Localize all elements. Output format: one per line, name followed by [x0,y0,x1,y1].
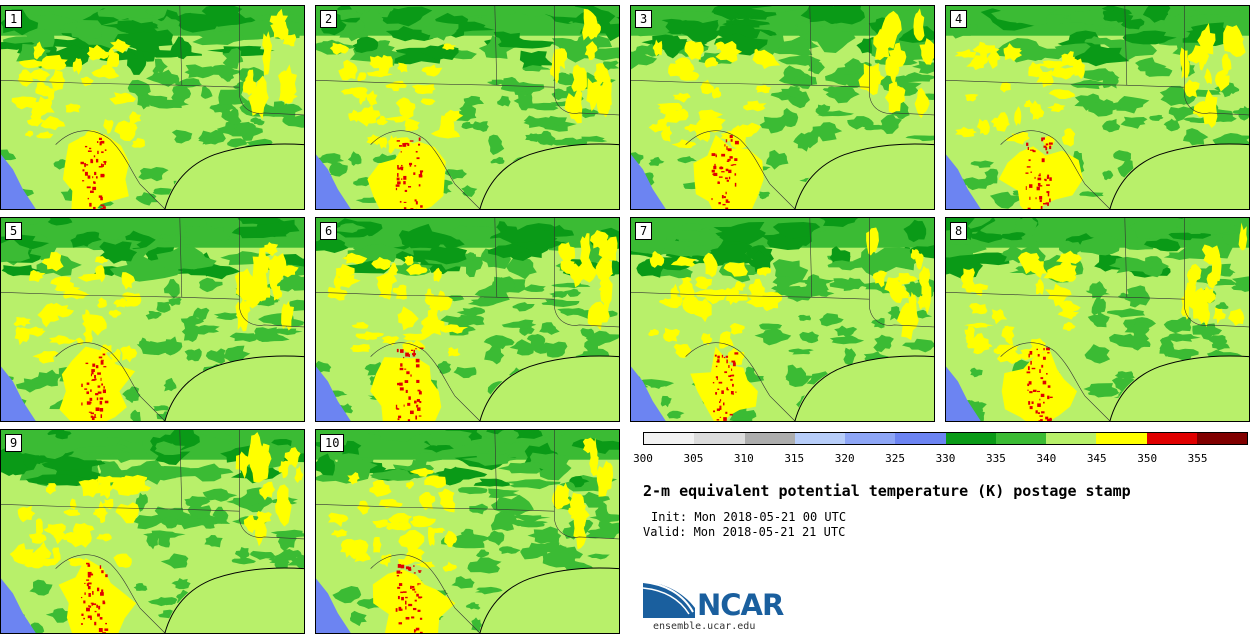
ensemble-member-panel-10: 10 [315,429,620,634]
valid-time: Valid: Mon 2018-05-21 21 UTC [643,525,846,539]
init-time: Init: Mon 2018-05-21 00 UTC [651,510,847,524]
colorbar-segment [1146,433,1197,444]
logo-text: NCAR [697,588,784,622]
ensemble-member-panel-8: 8 [945,217,1250,422]
colorbar-segment [1096,433,1147,444]
colorbar-tick-label: 300 [633,452,653,465]
panel-number-label: 10 [320,434,345,452]
colorbar-segment [794,433,845,444]
colorbar-tick-label: 310 [733,452,754,465]
ensemble-member-panel-5: 5 [0,217,305,422]
colorbar-segment [644,433,695,444]
panel-number-label: 7 [635,222,653,240]
colorbar-segment [845,433,896,444]
panel-number-label: 4 [950,10,968,28]
colorbar-segment [895,433,946,444]
ensemble-member-panel-2: 2 [315,5,620,210]
panel-number-label: 6 [320,222,338,240]
colorbar-segment [694,433,745,444]
panel-number-label: 9 [5,434,23,452]
panel-number-label: 2 [320,10,338,28]
ensemble-member-panel-3: 3 [630,5,935,210]
figure-title: 2-m equivalent potential temperature (K)… [643,482,1131,500]
panel-number-label: 1 [5,10,23,28]
colorbar-tick-label: 330 [935,452,956,465]
colorbar-tick-label: 340 [1036,452,1057,465]
colorbar-tick-label: 345 [1086,452,1107,465]
colorbar-segment [995,433,1046,444]
colorbar-tick-label: 355 [1187,452,1208,465]
ensemble-member-panel-1: 1 [0,5,305,210]
colorbar-tick-label: 320 [834,452,855,465]
colorbar-tick-label: 315 [784,452,805,465]
ensemble-member-panel-9: 9 [0,429,305,634]
ensemble-member-panel-4: 4 [945,5,1250,210]
colorbar-tick-label: 350 [1137,452,1158,465]
colorbar-tick-label: 325 [885,452,906,465]
colorbar-segment [1046,433,1097,444]
colorbar-segment [744,433,795,444]
colorbar-segment [1196,433,1247,444]
panel-number-label: 3 [635,10,653,28]
ensemble-member-panel-7: 7 [630,217,935,422]
panel-number-label: 8 [950,222,968,240]
ensemble-member-panel-6: 6 [315,217,620,422]
colorbar-segment [945,433,996,444]
colorbar-ticks: 300 305 310 315 320 325 330 335 340 345 350 355 [633,452,1248,466]
panel-number-label: 5 [5,222,23,240]
colorbar [643,432,1248,445]
colorbar-tick-label: 335 [985,452,1006,465]
colorbar-tick-label: 305 [683,452,704,465]
ncar-logo-icon [643,581,695,618]
website-url: ensemble.ucar.edu [653,621,756,632]
